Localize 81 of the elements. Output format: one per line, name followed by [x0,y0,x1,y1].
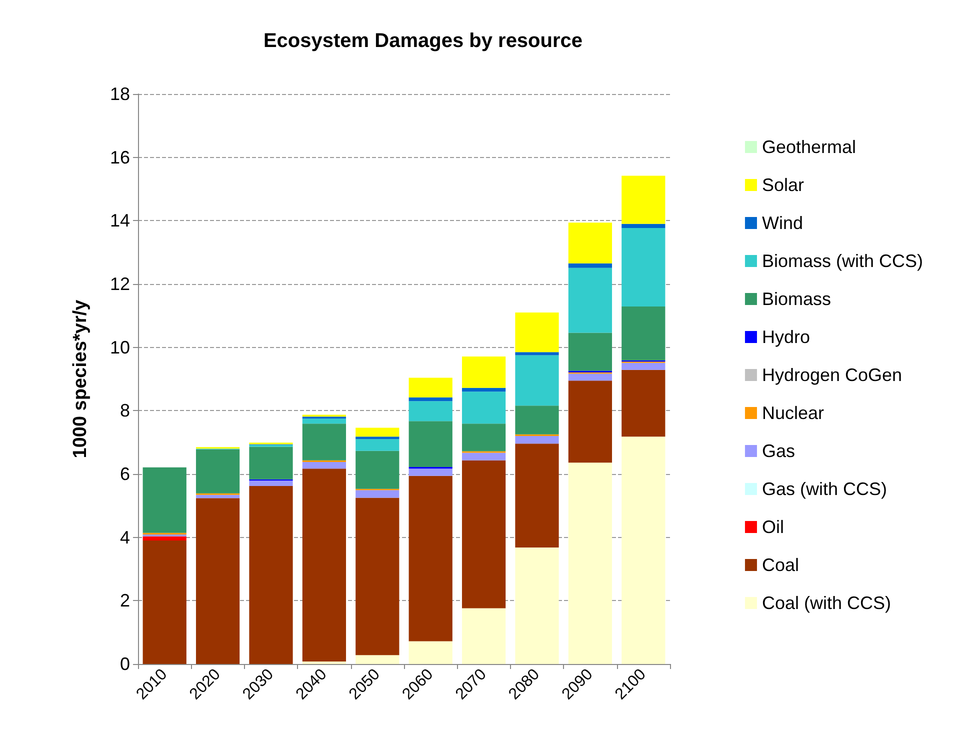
bar [622,176,666,224]
bar [622,362,666,370]
bar [568,263,612,268]
y-tick-label: 12 [110,274,130,294]
bar [408,476,452,642]
bar [462,452,506,460]
bar [356,439,400,451]
y-tick-label: 10 [110,337,130,358]
bar [302,468,346,662]
bar [462,388,506,392]
bar [142,536,186,540]
legend-label: Oil [762,517,784,537]
bar [356,498,400,656]
bar [302,661,346,664]
bar [568,462,612,664]
bar [249,480,293,486]
bar [408,378,452,398]
bar [302,462,346,469]
bar [515,355,559,406]
bar [622,370,666,437]
y-tick-label: 8 [120,400,130,421]
bar [356,450,400,489]
bar [462,424,506,452]
bar [196,494,240,498]
legend-label: Wind [762,213,803,233]
y-tick-label: 0 [120,654,130,674]
bar [356,490,400,498]
bar [515,352,559,356]
y-tick-label: 6 [120,464,130,484]
y-tick-label: 4 [120,527,130,548]
bar [515,406,559,434]
legend-label: Gas (with CCS) [762,479,887,499]
legend-label: Coal (with CCS) [762,593,892,613]
bar [196,498,240,664]
bar [568,222,612,264]
bar [249,486,293,664]
bar [302,424,346,460]
legend-label: Solar [762,175,804,195]
bar [622,306,666,360]
chart-title: Ecosystem Damages by resource [263,30,583,52]
bar [568,268,612,333]
legend-label: Biomass [762,289,832,309]
bar [356,655,400,664]
bar [568,332,612,371]
y-axis-title: 1000 species*yr/y [70,299,91,458]
bar [622,436,666,664]
bar [462,460,506,608]
bar [196,449,240,494]
bar [142,540,186,664]
bar [462,392,506,424]
bar [515,436,559,444]
bar [568,374,612,381]
bar [408,401,452,422]
bar [515,444,559,548]
bar [356,436,400,440]
y-tick-label: 2 [120,590,130,611]
legend-label: Hydro [762,327,810,347]
legend-label: Geothermal [762,137,856,157]
legend-label: Hydrogen CoGen [762,365,902,385]
bar [142,467,186,533]
legend-label: Coal [762,555,800,575]
bar [408,468,452,476]
bar [568,380,612,463]
y-tick-label: 16 [110,147,130,168]
y-tick-label: 14 [110,210,130,231]
bar [249,446,293,480]
bar [356,428,400,437]
bar [462,608,506,664]
legend-label: Nuclear [762,403,824,423]
bar [515,312,559,352]
legend-label: Biomass (with CCS) [762,251,924,271]
bar [515,547,559,664]
bar [622,224,666,228]
bar [302,418,346,424]
bar [408,641,452,664]
legend-label: Gas [762,441,795,461]
bar [462,356,506,388]
bar [408,421,452,468]
bar [622,228,666,306]
y-tick-label: 18 [110,84,130,104]
bar [408,397,452,402]
